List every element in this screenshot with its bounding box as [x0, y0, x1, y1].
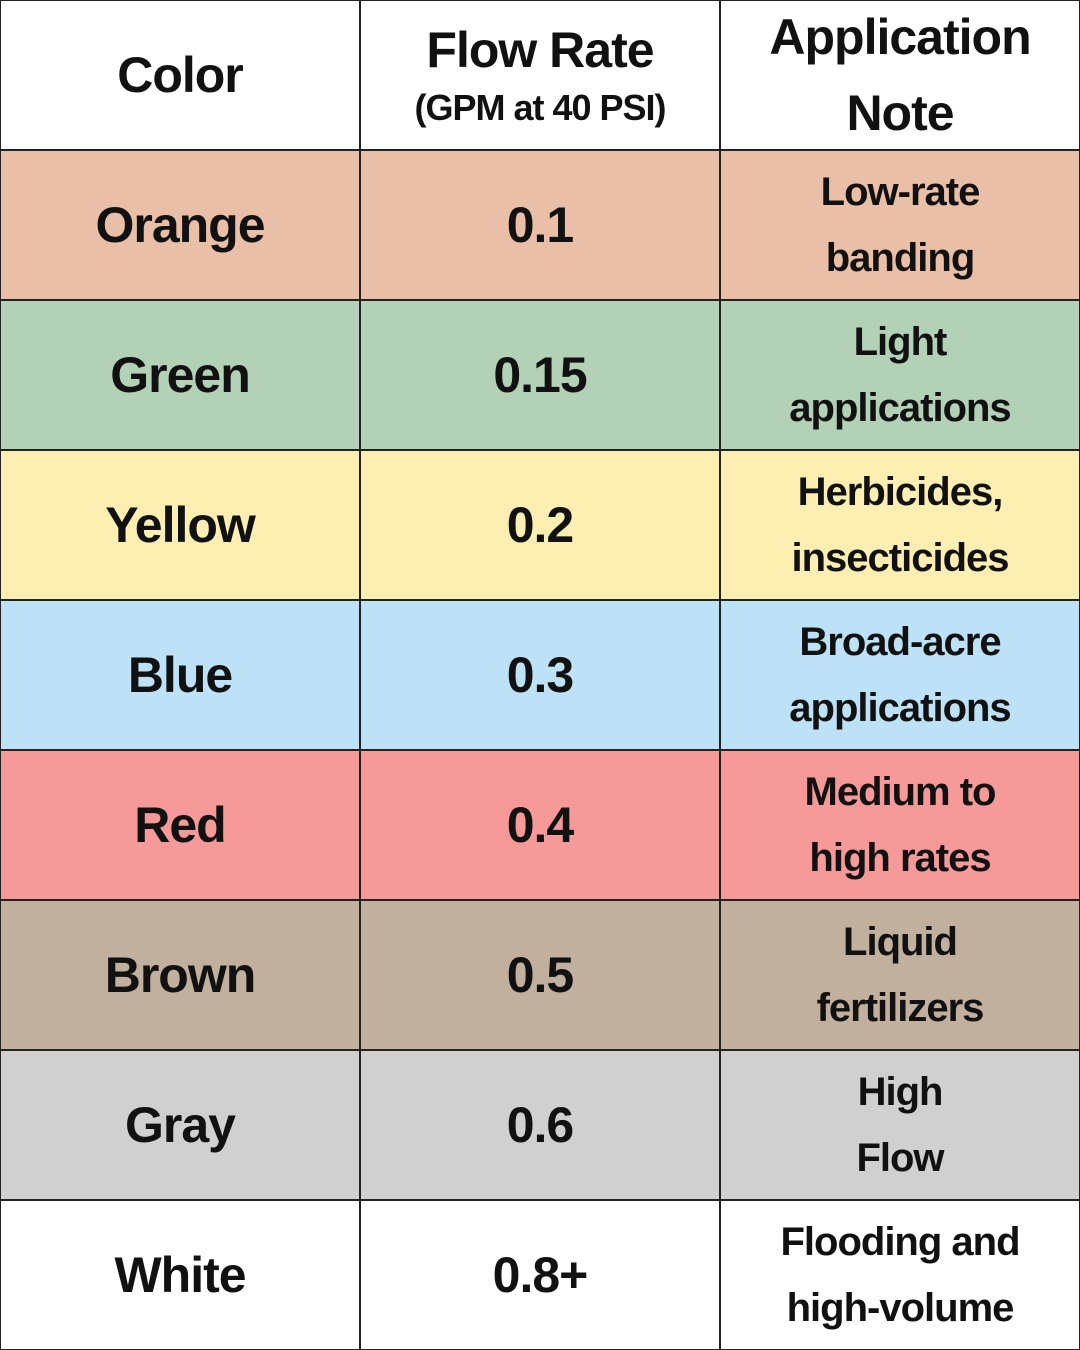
application-note: Broad-acre — [799, 620, 1001, 664]
color-name: Red — [134, 797, 226, 853]
color-cell: Brown — [0, 900, 360, 1050]
color-cell: Red — [0, 750, 360, 900]
note-cell: Liquid fertilizers — [720, 900, 1080, 1050]
application-note: Flooding and — [780, 1220, 1020, 1264]
application-note: insecticides — [791, 536, 1009, 580]
note-cell: Light applications — [720, 300, 1080, 450]
note-cell: Medium to high rates — [720, 750, 1080, 900]
note-cell: Herbicides, insecticides — [720, 450, 1080, 600]
color-name: Blue — [127, 647, 233, 703]
application-note: Herbicides, — [797, 470, 1004, 514]
color-name: Green — [110, 347, 251, 403]
header-unit: (GPM at 40 PSI) — [414, 87, 666, 128]
header-label: Application — [769, 9, 1031, 65]
application-note: Flow — [856, 1136, 944, 1180]
application-note: banding — [825, 236, 976, 280]
note-cell: Broad-acre applications — [720, 600, 1080, 750]
color-cell: Blue — [0, 600, 360, 750]
application-note: Medium to — [804, 770, 997, 814]
color-cell: Green — [0, 300, 360, 450]
color-name: Yellow — [105, 497, 256, 553]
header-label: Flow Rate — [426, 22, 654, 78]
application-note: applications — [789, 686, 1011, 730]
color-cell: Orange — [0, 150, 360, 300]
flow-rate: 0.3 — [506, 647, 575, 703]
flow-rate: 0.8+ — [492, 1247, 589, 1303]
rate-cell: 0.15 — [360, 300, 720, 450]
note-cell: High Flow — [720, 1050, 1080, 1200]
header-cell: Color — [0, 0, 360, 150]
rate-cell: 0.6 — [360, 1050, 720, 1200]
header-cell: Application Note — [720, 0, 1080, 150]
note-cell: Low-rate banding — [720, 150, 1080, 300]
rate-cell: 0.4 — [360, 750, 720, 900]
application-note: high rates — [809, 836, 991, 880]
application-note: fertilizers — [816, 986, 985, 1030]
header-label: Note — [846, 85, 954, 141]
flow-rate: 0.1 — [506, 197, 575, 253]
color-cell: Gray — [0, 1050, 360, 1200]
rate-cell: 0.8+ — [360, 1200, 720, 1350]
color-name: Brown — [104, 947, 257, 1003]
application-note: Low-rate — [820, 170, 981, 214]
flow-rate: 0.2 — [506, 497, 575, 553]
application-note: High — [857, 1070, 944, 1114]
header-label: Color — [117, 47, 244, 103]
flow-rate: 0.5 — [506, 947, 575, 1003]
color-cell: Yellow — [0, 450, 360, 600]
flow-rate: 0.15 — [493, 347, 587, 403]
flow-rate: 0.6 — [506, 1097, 575, 1153]
flow-rate: 0.4 — [506, 797, 575, 853]
color-cell: White — [0, 1200, 360, 1350]
application-note: Light — [853, 320, 948, 364]
rate-cell: 0.2 — [360, 450, 720, 600]
rate-cell: 0.5 — [360, 900, 720, 1050]
rate-cell: 0.3 — [360, 600, 720, 750]
note-cell: Flooding and high-volume — [720, 1200, 1080, 1350]
application-note: applications — [789, 386, 1011, 430]
header-cell: Flow Rate (GPM at 40 PSI) — [360, 0, 720, 150]
color-name: White — [114, 1247, 246, 1303]
rate-cell: 0.1 — [360, 150, 720, 300]
application-note: high-volume — [786, 1286, 1015, 1330]
color-name: Orange — [95, 197, 265, 253]
application-note: Liquid — [843, 920, 958, 964]
color-name: Gray — [125, 1097, 236, 1153]
